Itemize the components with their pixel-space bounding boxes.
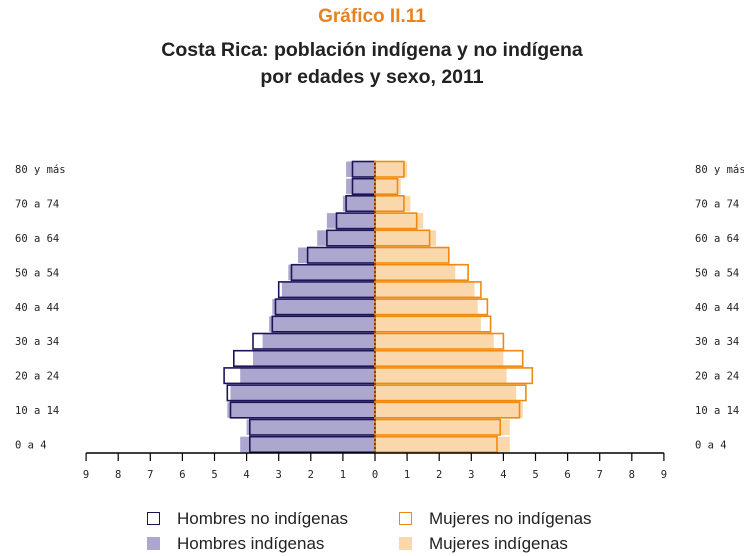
y-tick-label-left-8: 80 y más [15,164,66,176]
x-tick-label-1: 8 [115,469,121,481]
bar-mujeres-indigenas-11 [375,247,449,263]
bar-mujeres-indigenas-8 [375,299,478,315]
bar-mujeres-no-indigenas-9 [374,281,482,299]
bar-hombres-indigenas-15 [346,178,375,195]
y-tick-label-left-7: 70 a 74 [15,199,59,211]
bar-mujeres-indigenas-6 [375,333,494,349]
bar-hombres-indigenas-7 [269,316,375,332]
chart-label: Gráfico II.11 [318,6,426,27]
bar-hombres-indigenas-9 [281,281,375,298]
x-tick-label-3: 6 [179,469,185,481]
y-tick-label-right-4: 40 a 44 [695,302,739,314]
x-tick-label-5: 4 [243,469,249,481]
bar-hombres-indigenas-16 [346,161,375,177]
x-tick-label-7: 2 [308,469,314,481]
y-tick-label-left-2: 20 a 24 [15,371,59,383]
y-tick-label-left-3: 30 a 34 [15,336,59,348]
x-tick-label-14: 5 [532,469,538,481]
bar-mujeres-indigenas-13 [375,213,424,229]
bar-hombres-indigenas-12 [317,230,375,246]
bar-hombres-indigenas-10 [288,264,375,281]
bar-mujeres-indigenas-9 [375,281,475,298]
bar-mujeres-indigenas-0 [375,436,510,453]
y-tick-label-right-8: 80 y más [695,164,744,176]
y-tick-label-right-0: 0 a 4 [695,439,727,451]
x-tick-label-0: 9 [83,469,89,481]
x-tick-label-12: 3 [468,469,474,481]
bar-mujeres-no-indigenas-16 [374,160,405,178]
bar-mujeres-indigenas-5 [375,350,504,367]
chart-title-line-1: Costa Rica: población indígena y no indí… [161,39,583,61]
legend-label-women-indigenous: Mujeres indígenas [429,534,568,553]
bar-mujeres-indigenas-14 [375,195,411,212]
bar-hombres-indigenas-3 [230,385,375,401]
bar-hombres-indigenas-2 [227,402,375,418]
bar-mujeres-no-indigenas-8 [374,298,489,316]
bar-mujeres-no-indigenas-12 [374,229,431,247]
bar-mujeres-indigenas-1 [375,419,510,435]
legend-swatch-men-indigenous [147,537,160,550]
legend-label-men-indigenous: Hombres indígenas [177,534,325,553]
y-tick-label-left-5: 50 a 54 [15,267,59,279]
x-tick-label-17: 8 [629,469,635,481]
bar-mujeres-indigenas-3 [375,385,517,401]
bar-hombres-indigenas-0 [240,436,375,453]
x-tick-label-10: 1 [404,469,410,481]
bar-hombres-indigenas-6 [262,333,375,349]
chart-title: Costa Rica: población indígena y no indí… [0,37,744,91]
x-tick-label-9: 0 [372,469,378,481]
bar-hombres-indigenas-13 [326,213,376,229]
y-tick-label-right-5: 50 a 54 [695,267,739,279]
bar-mujeres-indigenas-16 [375,161,408,177]
bar-hombres-indigenas-8 [272,299,375,315]
bar-hombres-indigenas-11 [298,247,375,263]
x-tick-label-8: 1 [340,469,346,481]
legend-label-men-non-indigenous: Hombres no indígenas [177,509,349,528]
x-tick-label-18: 9 [661,469,667,481]
legend-swatch-men-non-indigenous [147,512,160,525]
bar-mujeres-no-indigenas-6 [374,332,505,350]
bar-mujeres-no-indigenas-15 [374,177,399,195]
bar-hombres-indigenas-1 [246,419,375,435]
bar-hombres-indigenas-14 [342,195,375,212]
bar-mujeres-no-indigenas-2 [374,401,521,419]
y-tick-label-right-1: 10 a 14 [695,405,739,417]
bar-mujeres-indigenas-4 [375,367,507,384]
y-tick-label-left-1: 10 a 14 [15,405,59,417]
bar-hombres-indigenas-5 [253,350,375,367]
legend-label-women-non-indigenous: Mujeres no indígenas [429,509,592,528]
x-tick-label-11: 2 [436,469,442,481]
legend-swatch-women-indigenous [399,537,412,550]
y-tick-label-left-4: 40 a 44 [15,302,59,314]
y-tick-label-left-6: 60 a 64 [15,233,59,245]
y-tick-label-left-0: 0 a 4 [15,439,47,451]
x-tick-label-6: 3 [276,469,282,481]
bar-mujeres-indigenas-10 [375,264,456,281]
bar-mujeres-no-indigenas-5 [374,349,524,368]
x-tick-label-4: 5 [211,469,217,481]
legend-swatch-women-non-indigenous [399,512,412,525]
x-tick-label-13: 4 [500,469,506,481]
bar-mujeres-indigenas-15 [375,178,401,195]
x-tick-label-16: 7 [597,469,603,481]
x-tick-label-2: 7 [147,469,153,481]
x-tick-label-15: 6 [564,469,570,481]
y-tick-label-right-6: 60 a 64 [695,233,739,245]
bar-mujeres-indigenas-2 [375,402,523,418]
bar-mujeres-indigenas-7 [375,316,481,332]
y-tick-label-right-3: 30 a 34 [695,336,739,348]
chart-title-line-2: por edades y sexo, 2011 [260,66,484,88]
bar-mujeres-indigenas-12 [375,230,436,246]
y-tick-label-right-7: 70 a 74 [695,199,739,211]
bar-hombres-indigenas-4 [240,367,375,384]
y-tick-label-right-2: 20 a 24 [695,371,739,383]
